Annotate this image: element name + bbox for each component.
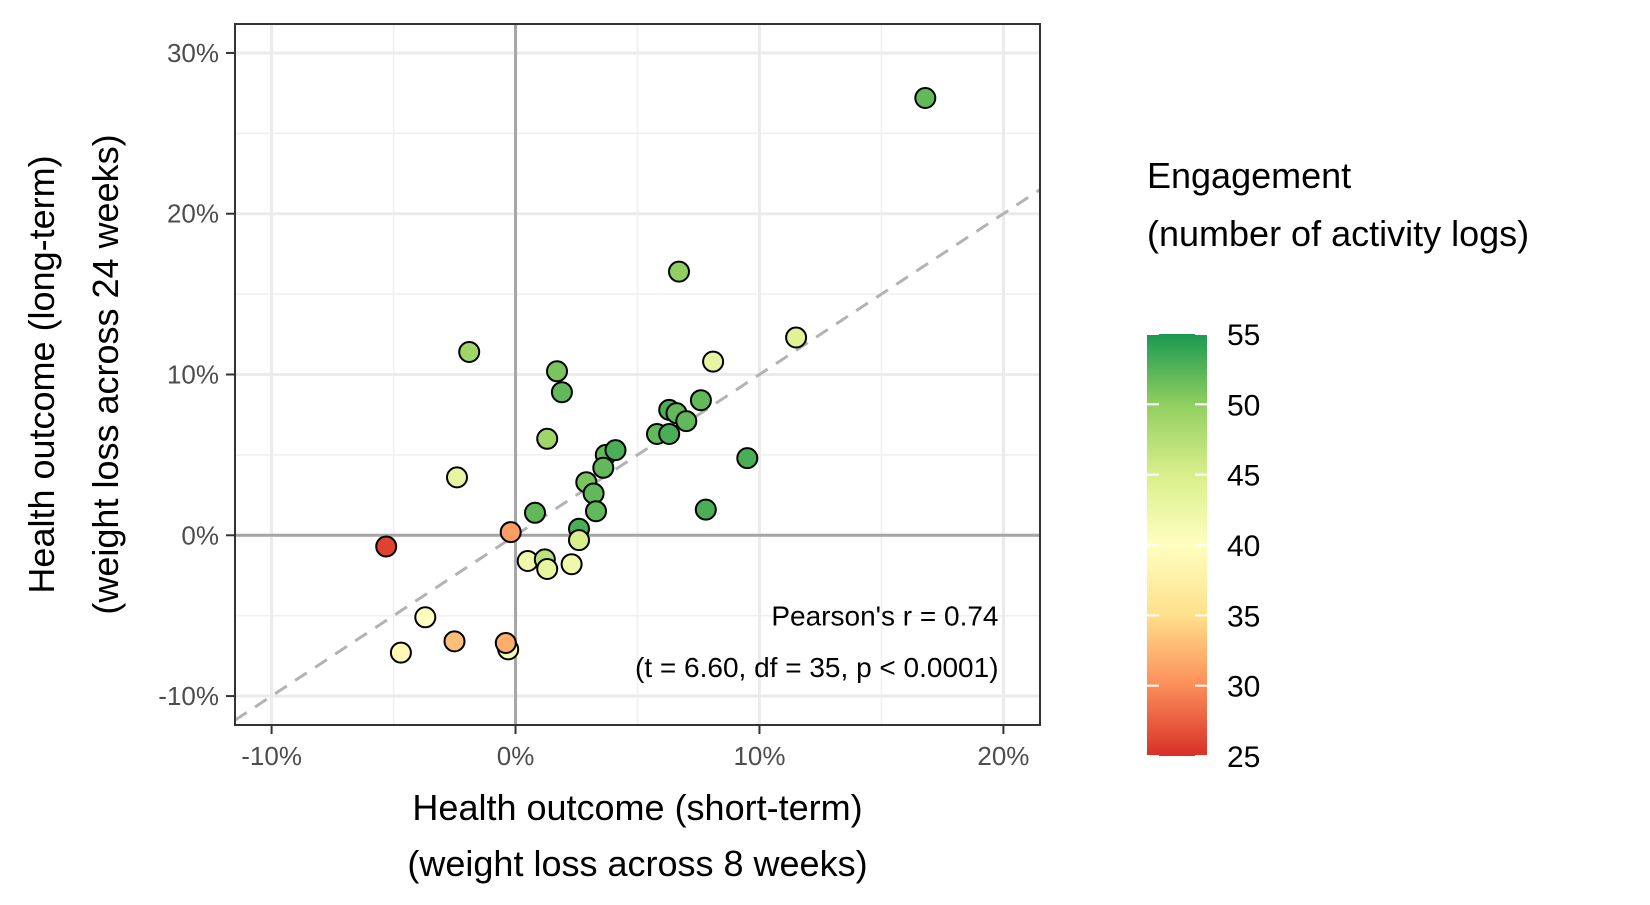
legend-subtitle: (number of activity logs) [1147,213,1529,254]
identity-dashed-line [234,188,1041,722]
data-point [668,260,690,283]
data-point [536,427,559,450]
x-tick-label: 10% [733,741,785,771]
correlation-annotation: Pearson's r = 0.74 [771,600,998,631]
correlation-stats-annotation: (t = 6.60, df = 35, p < 0.0001) [635,652,998,683]
y-tick-label: 20% [167,199,219,229]
x-tick-label: -10% [241,741,302,771]
data-point [592,456,615,479]
data-point [914,87,937,109]
y-axis-title: Health outcome (long-term) [21,155,62,593]
data-point [658,423,681,445]
y-tick-label: 0% [181,520,219,550]
legend-tick-label: 40 [1227,530,1260,563]
legend-tick-label: 55 [1227,319,1260,352]
data-point [443,630,466,653]
legend-title: Engagement [1147,155,1351,196]
data-point [375,535,398,558]
data-point [536,558,559,580]
y-axis-subtitle: (weight loss across 24 weeks) [85,134,126,614]
data-point [560,553,583,576]
data-point [524,501,546,524]
data-point [736,447,759,470]
y-tick-label: 30% [167,38,219,68]
data-point [689,389,712,412]
data-point [458,341,481,363]
legend-tick-label: 25 [1227,741,1260,774]
legend-tick-label: 35 [1227,600,1260,633]
data-point [414,606,437,629]
x-axis-subtitle: (weight loss across 8 weeks) [407,843,867,884]
data-point [604,439,627,462]
data-point [499,521,522,544]
x-tick-label: 0% [497,741,535,771]
legend-tick-label: 30 [1227,671,1260,704]
data-point [694,498,717,521]
data-point [585,500,607,523]
x-axis-title: Health outcome (short-term) [412,787,862,828]
legend-tick-label: 50 [1227,389,1260,422]
data-point [785,326,808,349]
data-point [494,632,517,654]
data-point [546,360,568,383]
data-point [568,529,590,552]
x-tick-label: 20% [977,741,1029,771]
data-point [550,381,573,404]
y-tick-label: -10% [158,681,219,711]
y-tick-label: 10% [167,360,219,390]
data-point [675,410,698,433]
legend-tick-label: 45 [1227,460,1260,493]
data-point [389,641,412,664]
data-point [702,350,725,373]
data-point [446,466,468,489]
